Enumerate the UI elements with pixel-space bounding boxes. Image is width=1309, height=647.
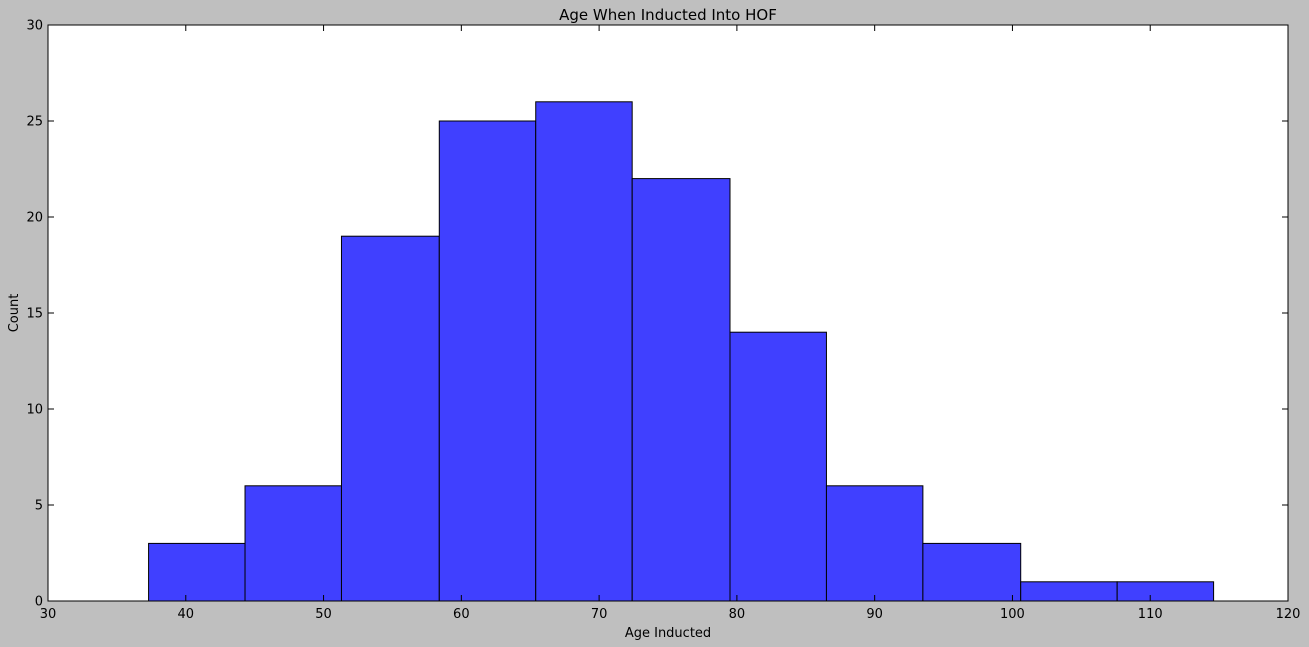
- y-tick-label: 10: [26, 403, 43, 418]
- x-tick-label: 110: [1138, 607, 1163, 622]
- histogram-bar-10: [1116, 581, 1215, 602]
- x-axis-label: Age Inducted: [625, 626, 711, 641]
- plot-frame: [47, 24, 1289, 602]
- histogram-bar-9: [1020, 581, 1118, 602]
- x-tick-label: 40: [178, 607, 195, 622]
- chart-title: Age When Inducted Into HOF: [559, 6, 777, 24]
- histogram-bar-8: [922, 542, 1022, 602]
- bars-group: [148, 101, 1215, 602]
- histogram-bar-4: [535, 101, 633, 602]
- x-tick-label: 30: [40, 607, 57, 622]
- histogram-bar-6: [729, 331, 827, 602]
- x-tick-label: 80: [729, 607, 746, 622]
- x-tick-label: 90: [866, 607, 883, 622]
- y-axis-label: Count: [7, 294, 22, 333]
- y-tick-label: 15: [26, 307, 43, 322]
- x-tick-label: 120: [1276, 607, 1301, 622]
- histogram-bar-3: [438, 120, 537, 602]
- histogram-bar-1: [244, 485, 342, 602]
- histogram-bar-0: [148, 542, 246, 602]
- y-tick-label: 25: [26, 115, 43, 130]
- x-tick-label: 60: [453, 607, 470, 622]
- y-tick-label: 0: [35, 595, 43, 610]
- histogram-bar-7: [825, 485, 924, 602]
- histogram-bar-2: [340, 235, 440, 602]
- x-tick-label: 50: [315, 607, 332, 622]
- x-tick-label: 100: [1000, 607, 1025, 622]
- x-tick-label: 70: [591, 607, 608, 622]
- histogram-bar-5: [631, 178, 731, 602]
- y-tick-label: 5: [35, 499, 43, 514]
- y-tick-label: 20: [26, 211, 43, 226]
- y-tick-label: 30: [26, 19, 43, 34]
- ticks-group: 30 40 50 60 70 80 90 100 110 120 0 5 10 15 20 25 30: [26, 19, 1300, 623]
